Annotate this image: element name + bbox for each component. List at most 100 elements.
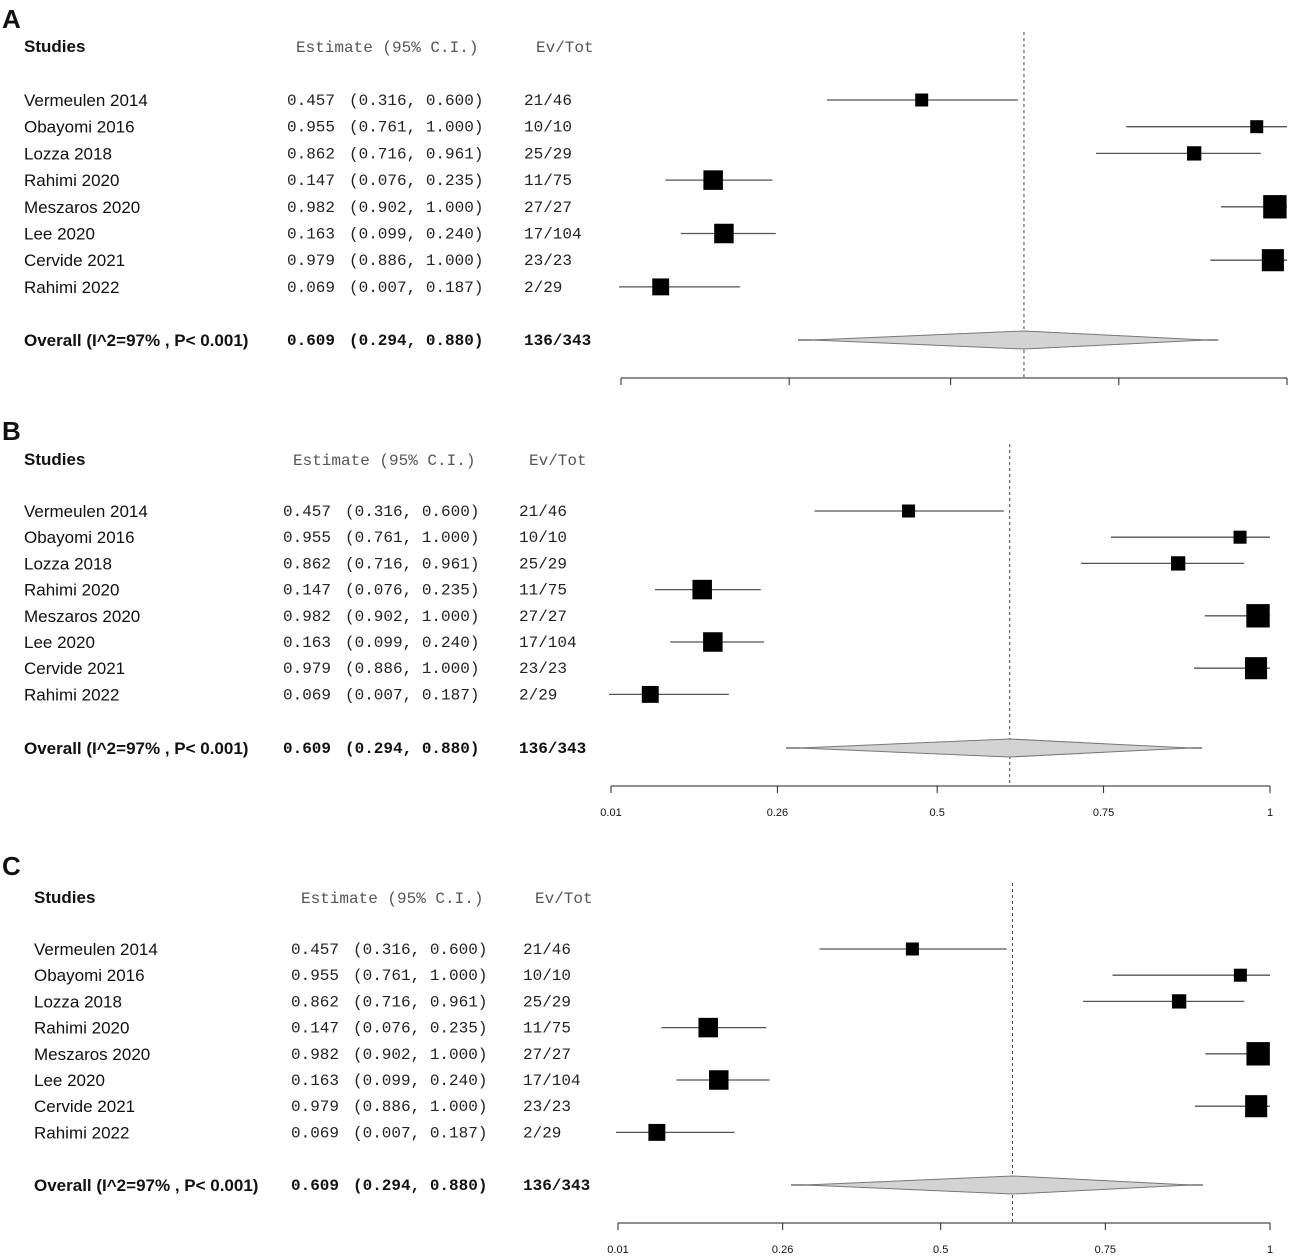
point-estimate-square	[1233, 530, 1247, 544]
point-estimate-square	[641, 685, 659, 703]
study-ci: (0.099, 0.240)	[353, 1072, 487, 1090]
point-estimate-square	[902, 504, 916, 518]
study-name: Cervide 2021	[24, 251, 125, 270]
forest-panel-c: C Studies Estimate (95% C.I.) Ev/Tot Vermeul…	[2, 851, 1273, 1256]
study-evtot: 25/29	[523, 993, 571, 1011]
study-estimate: 0.163	[283, 634, 331, 652]
header-studies: Studies	[24, 37, 85, 56]
point-estimate-square	[905, 942, 919, 956]
study-name: Lozza 2018	[24, 144, 112, 163]
x-tick-label: 0.01	[607, 1244, 628, 1256]
point-estimate-square	[692, 579, 712, 600]
study-evtot: 23/23	[524, 252, 572, 270]
overall-evtot: 136/343	[524, 332, 591, 350]
study-estimate: 0.955	[291, 967, 339, 985]
study-ci: (0.316, 0.600)	[345, 503, 479, 521]
point-estimate-square	[1261, 249, 1284, 272]
x-tick-label: 0.26	[772, 1244, 793, 1256]
overall-ci: (0.294, 0.880)	[349, 332, 483, 350]
point-estimate-square	[1170, 556, 1186, 571]
study-estimate: 0.955	[283, 529, 331, 547]
study-evtot: 11/75	[519, 582, 567, 600]
study-estimate: 0.163	[291, 1072, 339, 1090]
point-estimate-square	[1244, 657, 1268, 680]
study-ci: (0.007, 0.187)	[345, 686, 479, 704]
study-evtot: 2/29	[523, 1124, 561, 1142]
study-ci: (0.316, 0.600)	[349, 92, 483, 110]
study-evtot: 27/27	[519, 608, 567, 626]
study-ci: (0.902, 1.000)	[353, 1046, 487, 1064]
study-evtot: 11/75	[523, 1020, 571, 1038]
study-evtot: 27/27	[524, 199, 572, 217]
study-ci: (0.761, 1.000)	[349, 119, 483, 137]
overall-label: Overall (I^2=97% , P< 0.001)	[24, 331, 248, 350]
study-evtot: 27/27	[523, 1046, 571, 1064]
point-estimate-square	[709, 1070, 729, 1090]
point-estimate-square	[648, 1123, 666, 1141]
study-name: Rahimi 2020	[34, 1019, 129, 1038]
study-evtot: 17/104	[524, 226, 582, 244]
study-evtot: 10/10	[524, 119, 572, 137]
study-estimate: 0.982	[291, 1046, 339, 1064]
study-evtot: 21/46	[523, 941, 571, 959]
point-estimate-square	[1250, 120, 1264, 134]
study-ci: (0.099, 0.240)	[349, 226, 483, 244]
study-name: Meszaros 2020	[34, 1045, 150, 1064]
overall-ci: (0.294, 0.880)	[345, 740, 479, 758]
study-estimate: 0.069	[283, 686, 331, 704]
study-ci: (0.902, 1.000)	[349, 199, 483, 217]
study-ci: (0.076, 0.235)	[345, 582, 479, 600]
point-estimate-square	[1245, 1095, 1268, 1118]
x-tick-label: 0.01	[600, 807, 621, 819]
study-name: Obayomi 2016	[24, 528, 135, 547]
x-tick-label: 0.26	[767, 807, 788, 819]
study-ci: (0.076, 0.235)	[353, 1020, 487, 1038]
study-name: Rahimi 2022	[34, 1123, 129, 1142]
study-name: Cervide 2021	[24, 659, 125, 678]
study-ci: (0.902, 1.000)	[345, 608, 479, 626]
point-estimate-square	[915, 93, 929, 107]
study-name: Vermeulen 2014	[34, 940, 158, 959]
study-estimate: 0.147	[287, 172, 335, 190]
overall-evtot: 136/343	[519, 740, 586, 758]
study-evtot: 10/10	[519, 529, 567, 547]
study-estimate: 0.069	[287, 279, 335, 297]
panel-letter: B	[2, 416, 21, 446]
header-evtot: Ev/Tot	[529, 452, 587, 470]
header-studies: Studies	[24, 450, 85, 469]
study-evtot: 21/46	[519, 503, 567, 521]
study-ci: (0.716, 0.961)	[349, 145, 483, 163]
header-estimate: Estimate (95% C.I.)	[293, 452, 475, 470]
study-ci: (0.316, 0.600)	[353, 941, 487, 959]
study-ci: (0.716, 0.961)	[353, 993, 487, 1011]
overall-diamond	[812, 330, 1207, 350]
point-estimate-square	[714, 223, 734, 244]
study-evtot: 2/29	[524, 279, 562, 297]
study-estimate: 0.979	[283, 660, 331, 678]
study-name: Vermeulen 2014	[24, 91, 148, 110]
study-ci: (0.761, 1.000)	[345, 529, 479, 547]
overall-estimate: 0.609	[291, 1177, 339, 1195]
study-estimate: 0.457	[291, 941, 339, 959]
study-evtot: 21/46	[524, 92, 572, 110]
overall-estimate: 0.609	[283, 740, 331, 758]
point-estimate-square	[652, 278, 670, 296]
study-estimate: 0.457	[283, 503, 331, 521]
study-ci: (0.886, 1.000)	[353, 1098, 487, 1116]
study-estimate: 0.862	[283, 555, 331, 573]
study-name: Lee 2020	[24, 633, 95, 652]
overall-estimate: 0.609	[287, 332, 335, 350]
x-tick-label: 0.75	[1095, 1244, 1116, 1256]
study-ci: (0.076, 0.235)	[349, 172, 483, 190]
study-estimate: 0.982	[287, 199, 335, 217]
header-evtot: Ev/Tot	[535, 890, 593, 908]
study-evtot: 11/75	[524, 172, 572, 190]
study-name: Lozza 2018	[24, 554, 112, 573]
overall-ci: (0.294, 0.880)	[353, 1177, 487, 1195]
study-name: Vermeulen 2014	[24, 502, 148, 521]
study-ci: (0.886, 1.000)	[345, 660, 479, 678]
point-estimate-square	[703, 632, 723, 652]
study-ci: (0.099, 0.240)	[345, 634, 479, 652]
